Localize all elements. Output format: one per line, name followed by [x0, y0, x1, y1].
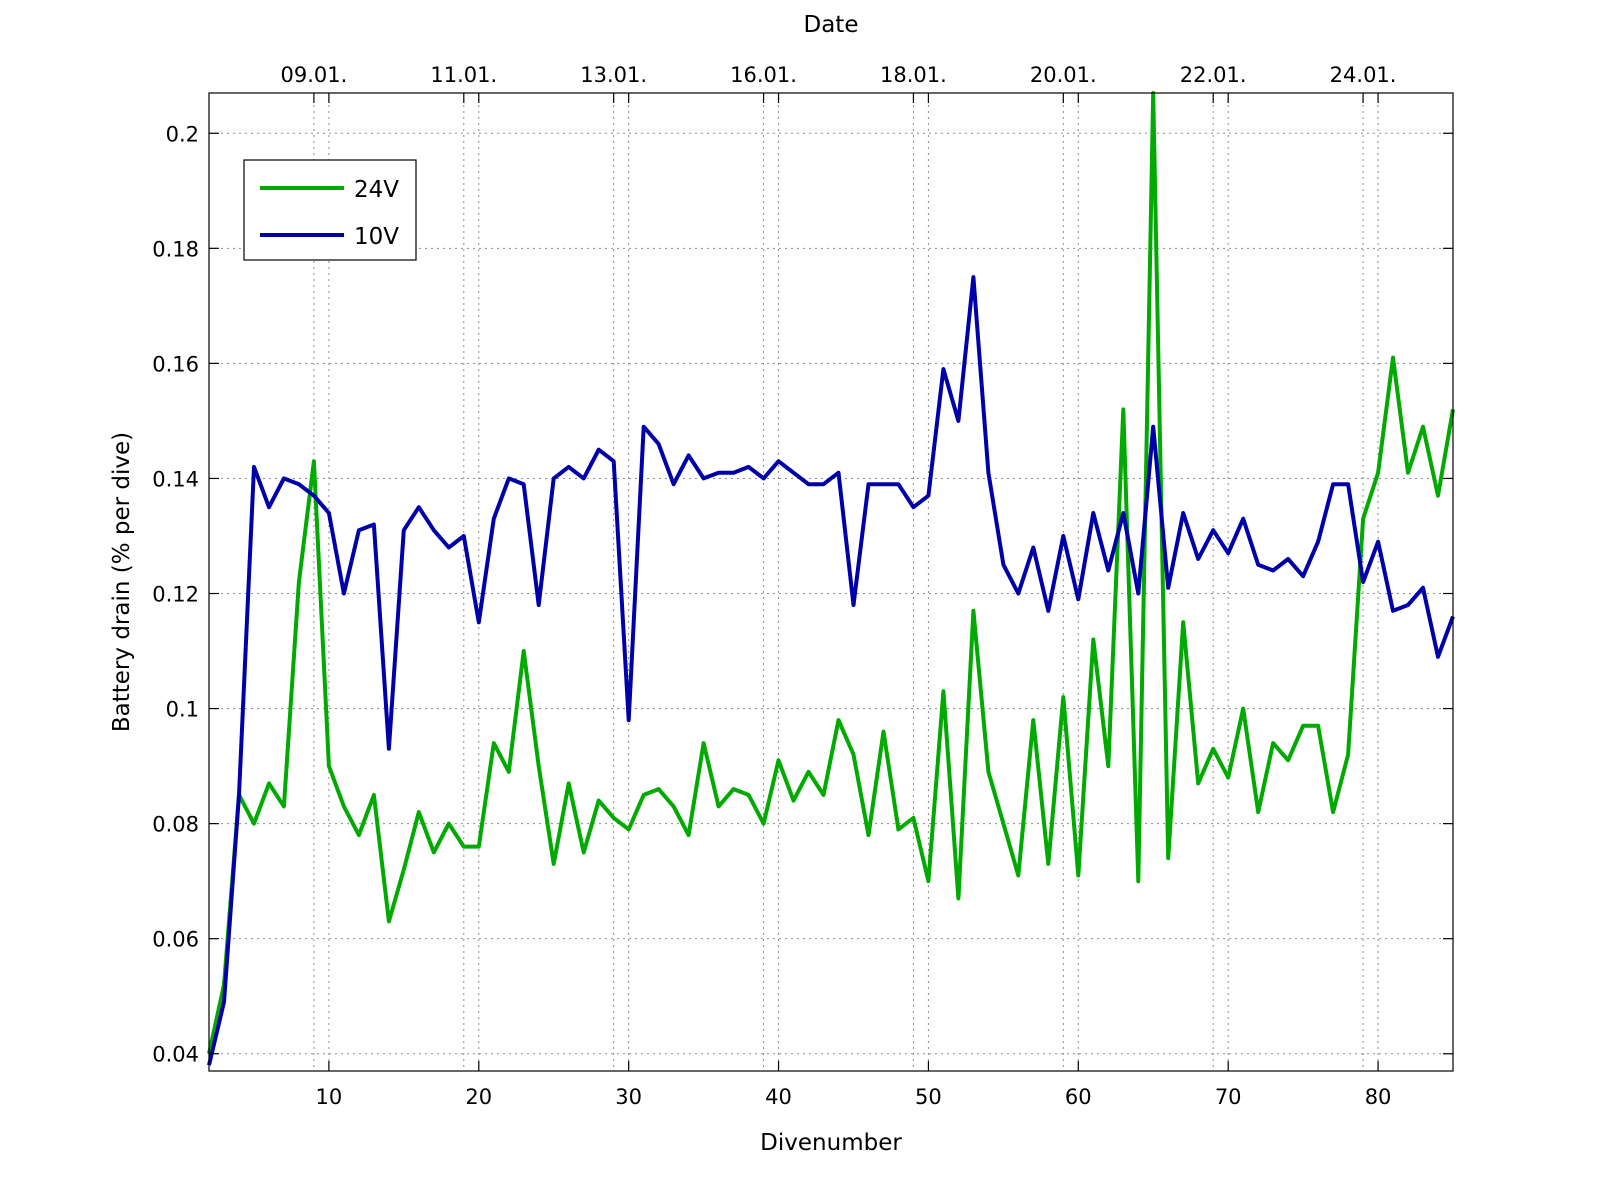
legend-label-10v: 10V: [354, 224, 399, 250]
date-tick-label: 11.01.: [430, 63, 497, 87]
x-tick-label: 70: [1215, 1085, 1242, 1109]
y-axis-title: Battery drain (% per dive): [109, 432, 135, 732]
x-tick-label: 20: [465, 1085, 492, 1109]
date-tick-label: 24.01.: [1330, 63, 1397, 87]
date-tick-label: 20.01.: [1030, 63, 1097, 87]
x-tick-label: 50: [915, 1085, 942, 1109]
date-tick-label: 16.01.: [730, 63, 797, 87]
y-tick-label: 0.14: [152, 467, 199, 491]
y-tick-label: 0.12: [152, 583, 199, 607]
date-tick-label: 13.01.: [580, 63, 647, 87]
grid: [209, 93, 1453, 1071]
y-tick-label: 0.06: [152, 928, 199, 952]
date-tick-label: 09.01.: [281, 63, 348, 87]
top-axis-title: Date: [804, 12, 859, 38]
y-tick-label: 0.08: [152, 813, 199, 837]
axes: 10 20 30 40 50 60 70 80 09.01. 11.01. 13.01. 16.01.…: [152, 63, 1454, 1109]
x-tick-label: 60: [1065, 1085, 1092, 1109]
x-tick-label: 40: [765, 1085, 792, 1109]
y-tick-label: 0.04: [152, 1043, 199, 1067]
legend: 24V 10V: [243, 159, 417, 261]
legend-label-24v: 24V: [354, 177, 399, 203]
x-axis-title: Divenumber: [760, 1130, 902, 1156]
x-tick-label: 10: [316, 1085, 343, 1109]
x-tick-label: 80: [1365, 1085, 1392, 1109]
y-tick-label: 0.2: [166, 122, 199, 146]
x-tick-label: 30: [615, 1085, 642, 1109]
series-line-24v: [207, 91, 1455, 1055]
date-tick-label: 18.01.: [880, 63, 947, 87]
series-group: [207, 91, 1455, 1066]
y-tick-label: 0.16: [152, 352, 199, 376]
date-tick-label: 22.01.: [1180, 63, 1247, 87]
y-tick-label: 0.18: [152, 237, 199, 261]
plot-frame: [208, 92, 1454, 1072]
legend-box: [243, 159, 417, 261]
series-line-10v: [207, 275, 1455, 1066]
y-tick-label: 0.1: [166, 698, 199, 722]
